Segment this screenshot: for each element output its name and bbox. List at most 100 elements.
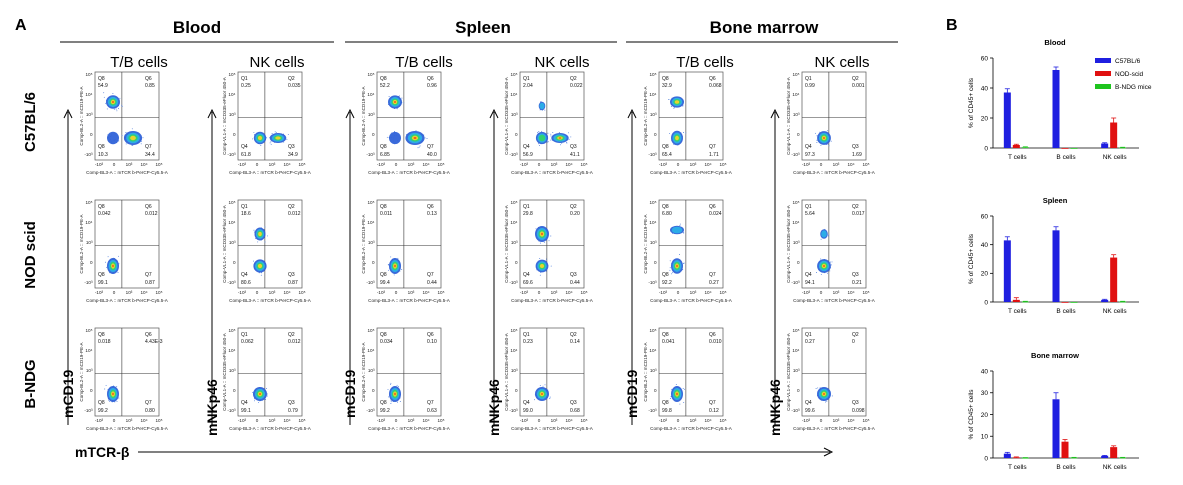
plot-x-tick: 10⁴ (704, 290, 711, 295)
plot-x-tick: 10⁵ (155, 290, 162, 295)
legend-swatch (1095, 84, 1111, 89)
legend-swatch (1095, 71, 1111, 76)
quadrant-name-lr: Q7 (709, 400, 716, 406)
population-double-negative-dot (685, 132, 687, 134)
quadrant-name-ul: Q1 (523, 204, 530, 210)
population-b-cells-dot (116, 110, 118, 112)
plot-x-tick: 10⁴ (565, 418, 572, 423)
plot-y-tick: 10⁴ (85, 220, 92, 225)
quadrant-pct-ul: 52.2 (380, 83, 390, 89)
y-arrowhead-1 (63, 108, 73, 119)
plot-x-tick: 0 (820, 162, 823, 167)
plot-x-tick: 0 (820, 418, 823, 423)
plot-y-tick: 10³ (229, 112, 236, 117)
quadrant-name-ul: Q1 (241, 332, 248, 338)
quadrant-name-ll: Q4 (805, 272, 812, 278)
plot-x-tick: 10⁴ (422, 418, 429, 423)
quadrant-name-lr: Q3 (570, 400, 577, 406)
bar-b-ndg-mice (1070, 302, 1078, 303)
plot-y-tick: -10³ (366, 408, 375, 413)
plot-x-tick: 10⁵ (719, 290, 726, 295)
population-double-negative-dot (538, 143, 539, 145)
population-double-negative-dot (830, 264, 832, 266)
quadrant-name-ll: Q4 (241, 144, 248, 150)
plot-y-tick: 10⁵ (510, 72, 517, 77)
quadrant-name-ur: Q2 (288, 204, 295, 210)
plot-x-axis-label: Comp-BL3-A :: mTCR b-PerCP-Cy5.5-A (86, 170, 169, 175)
quadrant-name-ur: Q2 (288, 76, 295, 82)
plot-x-tick: 10³ (269, 290, 276, 295)
population-double-negative-dot (669, 267, 671, 269)
quadrant-name-ul: Q1 (241, 204, 248, 210)
quadrant-pct-lr: 1.69 (852, 152, 862, 158)
plot-y-tick: 10⁵ (649, 200, 656, 205)
cell-type-tb-bone-marrow: T/B cells (676, 54, 734, 71)
population-double-negative-dot (387, 396, 389, 398)
quadrant-name-ul: Q1 (805, 76, 812, 82)
plot-y-tick: -10³ (84, 408, 93, 413)
plot-y-tick: 10³ (793, 112, 800, 117)
population-double-negative-dot (669, 260, 671, 262)
quadrant-pct-ll: 6.85 (380, 152, 390, 158)
population-t-cells-dot (424, 137, 426, 139)
plot-frame (801, 199, 867, 289)
flow-plot-r0-c5: Comp-VL1-A :: mCD335-eFluor 450-AComp-BL… (786, 71, 876, 175)
plot-x-tick: -10³ (238, 290, 247, 295)
plot-y-tick: 0 (515, 132, 518, 137)
plot-x-tick: 10³ (269, 418, 276, 423)
population-b-cells-dot (112, 93, 114, 94)
quadrant-pct-ur: 0.012 (145, 211, 158, 217)
chart-y-tick-label: 20 (981, 271, 989, 278)
plot-x-tick: 0 (677, 162, 680, 167)
marker-label-cd19-1: mCD19 (60, 370, 76, 418)
bar-nod-scid (1061, 302, 1069, 303)
plot-frame (658, 71, 724, 161)
plot-y-tick: 10³ (86, 240, 93, 245)
quadrant-pct-ul: 0.041 (662, 339, 675, 345)
plot-y-tick: -10³ (227, 152, 236, 157)
population-b-cells-dot (403, 102, 405, 104)
population-double-negative-dot (682, 388, 684, 390)
plot-y-tick: 0 (372, 388, 375, 393)
population-double-negative-dot (547, 141, 549, 142)
population-b-cells-density (674, 100, 680, 104)
plot-y-tick: -10³ (366, 152, 375, 157)
quadrant-pct-lr: 40.0 (427, 152, 437, 158)
population-t-cells-dot (266, 137, 268, 139)
flow-plot-r0-c3: Comp-VL1-A :: mCD335-eFluor 450-AComp-BL… (504, 71, 594, 175)
population-double-negative-dot (401, 269, 403, 270)
plot-x-axis-label: Comp-BL3-A :: mTCR b-PerCP-Cy5.5-A (793, 426, 876, 431)
population-t-cells-dot (142, 137, 144, 139)
plot-frame (376, 327, 442, 417)
quadrant-pct-ll: 97.3 (805, 152, 815, 158)
population-double-negative-dot (534, 399, 535, 401)
population-nk-cells-dot (828, 235, 829, 237)
legend-entry: NOD-scid (1115, 71, 1144, 78)
plot-y-tick: -10³ (84, 152, 93, 157)
quadrant-pct-ll: 10.3 (98, 152, 108, 158)
plot-y-tick: -10³ (509, 280, 518, 285)
quadrant-name-ur: Q6 (145, 76, 152, 82)
plot-x-axis-label: Comp-BL3-A :: mTCR b-PerCP-Cy5.5-A (650, 298, 733, 303)
plot-x-tick: 10⁵ (862, 418, 869, 423)
quadrant-name-ll: Q8 (380, 272, 387, 278)
population-double-negative-dot (260, 274, 262, 276)
population-t-cells-dot (550, 133, 552, 135)
bar-c57bl-6 (1052, 399, 1060, 458)
plot-y-tick: 10⁵ (85, 328, 92, 333)
population-double-negative-dot (266, 388, 267, 390)
population-double-negative-dot (679, 254, 681, 255)
quadrant-name-ll: Q4 (805, 144, 812, 150)
plot-x-tick: 0 (677, 418, 680, 423)
plot-y-axis-label: Comp-BL2-A :: mCD19-PE-A (361, 213, 366, 273)
plot-y-tick: -10³ (509, 152, 518, 157)
quadrant-pct-lr: 0.87 (288, 280, 298, 286)
y-arrowhead-3 (345, 108, 355, 119)
population-b-cells-density (671, 226, 683, 234)
population-double-negative-dot (539, 258, 541, 260)
quadrant-name-ur: Q6 (709, 204, 716, 210)
population-double-negative-dot (390, 383, 392, 385)
plot-x-tick: 10⁵ (862, 162, 869, 167)
